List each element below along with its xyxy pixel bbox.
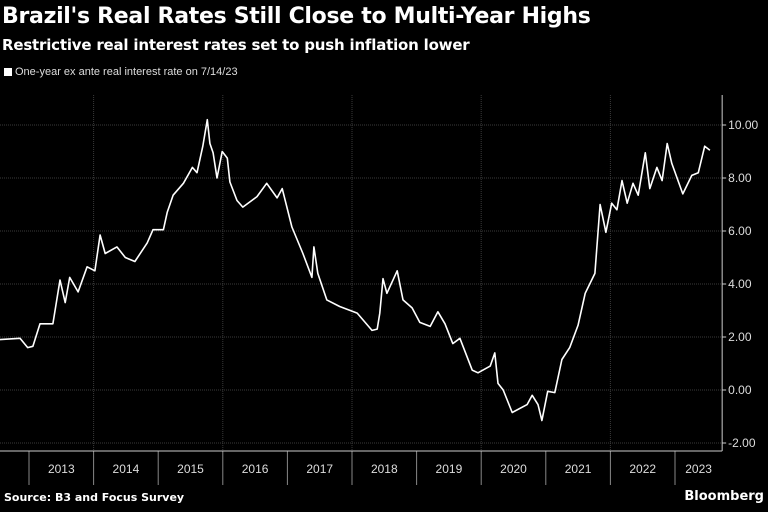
y-tick-label: 2.00: [728, 330, 752, 344]
chart-subtitle: Restrictive real interest rates set to p…: [2, 36, 470, 54]
y-tick-label: 8.00: [728, 171, 752, 185]
source-note: Source: B3 and Focus Survey: [4, 491, 185, 504]
legend: One-year ex ante real interest rate on 7…: [4, 66, 238, 78]
x-tick-label: 2014: [113, 462, 140, 476]
x-tick-label: 2015: [177, 462, 204, 476]
y-tick-label: 4.00: [728, 277, 752, 291]
y-tick-label: 6.00: [728, 224, 752, 238]
x-tick-label: 2019: [436, 462, 463, 476]
y-tick-label: 0.00: [728, 383, 752, 397]
y-tick-label: -2.00: [728, 436, 756, 450]
bloomberg-logo: Bloomberg: [684, 489, 764, 504]
legend-swatch: [4, 68, 12, 76]
chart-title: Brazil's Real Rates Still Close to Multi…: [2, 4, 591, 29]
legend-label: One-year ex ante real interest rate on 7…: [15, 66, 238, 78]
x-tick-label: 2023: [685, 462, 712, 476]
x-tick-label: 2016: [242, 462, 269, 476]
series-line: [0, 118, 711, 422]
x-tick-label: 2020: [500, 462, 527, 476]
x-tick-label: 2013: [48, 462, 75, 476]
x-tick-label: 2018: [371, 462, 398, 476]
x-tick-label: 2022: [629, 462, 656, 476]
x-tick-label: 2021: [565, 462, 592, 476]
y-tick-label: 10.00: [728, 118, 758, 132]
x-tick-label: 2017: [306, 462, 333, 476]
